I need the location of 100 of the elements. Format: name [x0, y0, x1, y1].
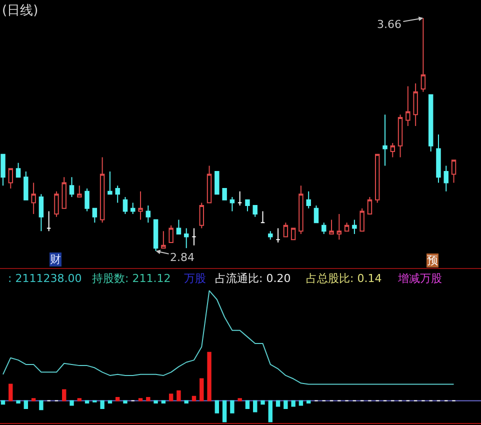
candlestick — [406, 86, 410, 126]
bar — [84, 400, 90, 404]
bar — [238, 398, 242, 402]
bar — [161, 400, 166, 404]
bar — [176, 390, 181, 402]
candlestick — [54, 190, 59, 218]
candlestick — [92, 208, 98, 224]
candlestick — [352, 219, 357, 234]
candlestick — [153, 219, 158, 252]
candlestick — [146, 205, 151, 224]
text: 预 — [427, 254, 438, 267]
candlestick — [161, 230, 166, 249]
bar — [16, 400, 20, 404]
candlestick — [390, 142, 396, 158]
candlestick — [230, 196, 235, 212]
bar — [200, 378, 204, 402]
candlestick — [444, 165, 448, 192]
bar — [138, 398, 143, 402]
candlestick — [138, 190, 143, 220]
candlestick — [214, 170, 220, 195]
candlestick — [69, 176, 74, 198]
bar — [154, 400, 158, 404]
candlestick — [100, 156, 105, 224]
bar — [192, 396, 196, 402]
bar — [276, 400, 280, 407]
candlestick — [268, 230, 273, 240]
candlestick — [115, 185, 120, 204]
candlestick — [8, 168, 14, 189]
candlestick — [130, 202, 136, 215]
bar — [284, 400, 288, 409]
text: 增减万股 — [397, 272, 442, 285]
candlestick — [245, 199, 250, 212]
bar — [268, 400, 272, 422]
candlestick — [329, 219, 334, 234]
bar — [70, 400, 74, 406]
bar — [260, 400, 265, 405]
candlestick — [374, 154, 380, 204]
candlestick — [206, 165, 212, 204]
bar — [306, 400, 311, 404]
bar — [108, 400, 112, 404]
candlestick — [436, 134, 441, 184]
candlestick — [314, 205, 319, 224]
candlestick — [46, 210, 52, 232]
bar — [298, 400, 304, 406]
candlestick — [77, 185, 82, 198]
bar — [291, 400, 296, 407]
bar — [123, 400, 128, 404]
bar — [168, 394, 174, 402]
candlestick — [413, 82, 418, 126]
text: 占总股比: 0.14 — [306, 272, 382, 285]
text: 占流通比: 0.20 — [215, 272, 291, 285]
candlestick — [276, 228, 280, 243]
candlestick — [84, 188, 90, 212]
bar — [222, 400, 227, 422]
candlestick — [451, 160, 456, 184]
candlestick — [199, 202, 204, 229]
candlestick — [24, 170, 28, 200]
bar — [0, 400, 6, 405]
bar — [245, 400, 250, 409]
candlestick — [108, 170, 112, 195]
candlestick — [62, 176, 66, 209]
candlestick — [283, 222, 288, 238]
candlestick — [260, 210, 266, 224]
candlestick — [290, 228, 296, 240]
bar — [253, 400, 258, 412]
candlestick — [367, 196, 372, 215]
candlestick — [38, 194, 44, 232]
bar — [77, 398, 82, 402]
bar — [116, 396, 120, 402]
candlestick — [184, 228, 189, 249]
bar — [24, 400, 28, 409]
annotation: 3.66 — [377, 18, 402, 31]
candlestick — [192, 228, 196, 246]
bar — [62, 389, 66, 402]
text: 万股 — [184, 272, 206, 285]
bar — [8, 384, 13, 402]
bar — [184, 400, 188, 404]
bar — [100, 400, 104, 409]
candlestick — [398, 114, 403, 158]
candlestick — [222, 188, 227, 200]
bar — [230, 400, 234, 414]
bar — [146, 396, 150, 402]
candlestick — [344, 222, 350, 232]
text: : 2111238.00 — [8, 272, 82, 285]
candlestick — [360, 208, 364, 232]
candlestick — [176, 219, 182, 234]
candlestick — [382, 114, 388, 166]
text: 财 — [50, 253, 61, 266]
annotation: 2.84 — [170, 251, 194, 264]
bar — [207, 352, 212, 402]
candlestick — [122, 196, 128, 215]
candlestick — [428, 94, 434, 152]
bar — [214, 400, 220, 414]
candlestick — [0, 154, 6, 186]
candlestick — [237, 190, 242, 206]
candlestick — [168, 224, 174, 243]
candlestick — [31, 182, 36, 215]
candlestick — [420, 18, 426, 92]
candlestick — [322, 222, 326, 234]
candlestick — [16, 162, 21, 178]
